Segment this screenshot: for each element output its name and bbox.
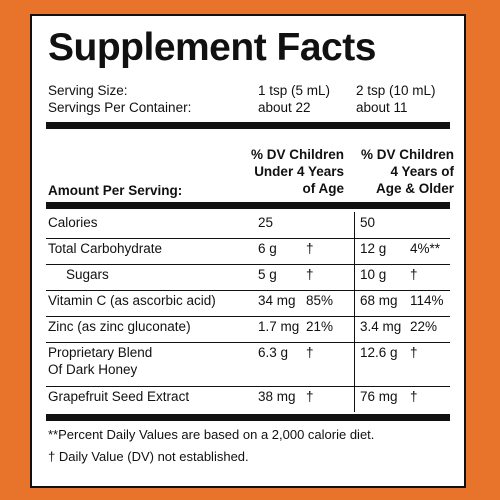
- nutrient-name: Sugars: [66, 267, 109, 282]
- amount-col2: 12 g: [360, 241, 387, 256]
- amount-col2: 76 mg: [360, 389, 398, 404]
- supplement-facts-panel: Supplement Facts Serving Size: 1 tsp (5 m…: [30, 14, 466, 488]
- amount-col1: 6 g: [258, 241, 277, 256]
- row-divider: [46, 316, 450, 317]
- amount-col2: 68 mg: [360, 293, 398, 308]
- amount-col1: 25: [258, 215, 274, 230]
- column-divider: [354, 264, 355, 290]
- dv-col2: 22%: [410, 319, 438, 334]
- rule: [46, 414, 450, 421]
- dv-col1: †: [306, 345, 314, 360]
- nutrient-name: Zinc (as zinc gluconate): [48, 319, 191, 334]
- column-divider: [354, 238, 355, 264]
- serving-label: Servings Per Container:: [48, 100, 192, 115]
- amount-col2: 12.6 g: [360, 345, 398, 360]
- nutrient-name: Grapefruit Seed Extract: [48, 389, 190, 404]
- serving-label: Serving Size:: [48, 83, 128, 98]
- header-col2: % DV Children 4 Years of Age & Older: [360, 147, 454, 196]
- row-divider: [46, 238, 450, 239]
- dv-col2: †: [410, 345, 418, 360]
- amount-col1: 38 mg: [258, 389, 296, 404]
- serving-col1: 1 tsp (5 mL): [258, 83, 331, 98]
- nutrient-name: Total Carbohydrate: [48, 241, 163, 256]
- header-col1: % DV Children Under 4 Years of Age: [250, 147, 344, 196]
- column-divider: [354, 342, 355, 386]
- amount-col1: 6.3 g: [258, 345, 289, 360]
- dv-col1: †: [306, 389, 314, 404]
- serving-col2: 2 tsp (10 mL): [356, 83, 436, 98]
- amount-col1: 5 g: [258, 267, 277, 282]
- dv-col2: 114%: [410, 293, 444, 308]
- amount-col2: 3.4 mg: [360, 319, 402, 334]
- column-divider: [354, 316, 355, 342]
- dv-col1: †: [306, 241, 314, 256]
- dv-col2: †: [410, 389, 418, 404]
- row-divider: [46, 386, 450, 387]
- nutrient-name: Calories: [48, 215, 98, 230]
- nutrient-name: Vitamin C (as ascorbic acid): [48, 293, 216, 308]
- row-divider: [46, 264, 450, 265]
- column-divider: [354, 386, 355, 412]
- amount-col1: 34 mg: [258, 293, 296, 308]
- column-divider: [354, 290, 355, 316]
- dv-col2: 4%**: [410, 241, 441, 256]
- serving-col1: about 22: [258, 100, 311, 115]
- row-divider: [46, 290, 450, 291]
- rule: [46, 122, 450, 129]
- header-amount: Amount Per Serving:: [48, 183, 183, 198]
- column-divider: [354, 212, 355, 238]
- title: Supplement Facts: [48, 26, 376, 69]
- nutrient-name: Proprietary Blend Of Dark Honey: [48, 345, 153, 377]
- dv-col1: 21%: [306, 319, 334, 334]
- dv-col1: †: [306, 267, 314, 282]
- row-divider: [46, 342, 450, 343]
- dv-col1: 85%: [306, 293, 334, 308]
- amount-col2: 50: [360, 215, 376, 230]
- footnote: † Daily Value (DV) not established.: [48, 449, 249, 464]
- dv-col2: †: [410, 267, 418, 282]
- footnote: **Percent Daily Values are based on a 2,…: [48, 427, 375, 442]
- serving-col2: about 11: [356, 100, 408, 115]
- rule: [46, 202, 450, 209]
- amount-col1: 1.7 mg: [258, 319, 300, 334]
- amount-col2: 10 g: [360, 267, 387, 282]
